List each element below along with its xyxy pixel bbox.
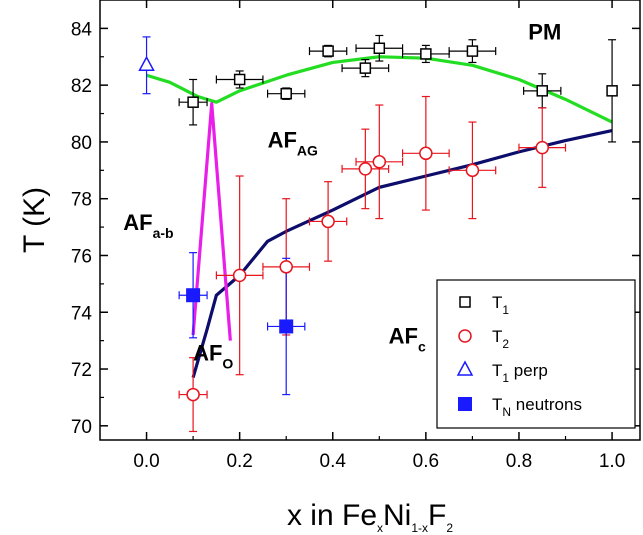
data-point-circle-open: [232, 268, 247, 283]
legend-marker-circle-open: [458, 329, 472, 343]
data-point-circle-open: [535, 140, 549, 155]
x-tick-label: 0.8: [506, 451, 532, 472]
region-label-sub: AG: [297, 143, 318, 159]
legend-label-main: T: [492, 327, 502, 346]
data-point-square-open: [359, 62, 372, 74]
region-label-main: AF: [389, 323, 418, 348]
x-tick-label: 0.4: [320, 451, 347, 472]
axes: 0.0 0.2 0.4 0.6 0.8 1.0 70 72 74 76 78 80 82 84 x in F…: [18, 0, 640, 535]
legend-label-sub: 2: [502, 337, 509, 351]
legend-label-main: T: [492, 361, 502, 380]
data-point-circle-open: [279, 260, 293, 274]
data-point-square-open: [420, 48, 432, 60]
x-tick-label: 1.0: [599, 451, 625, 472]
region-label-main: AF: [193, 341, 222, 366]
x-axis-title-part: x in Fe: [287, 499, 377, 532]
y-tick-label: 78: [71, 190, 92, 211]
legend-marker-square-filled: [458, 397, 472, 411]
legend-marker-square-open: [459, 296, 471, 308]
x-tick-label: 0.0: [133, 451, 159, 472]
y-tick-label: 84: [71, 19, 93, 40]
fit-curve: [191, 102, 232, 341]
y-tick-label: 82: [71, 76, 92, 97]
data-point-square-open: [280, 87, 292, 100]
plot-frame: [99, 0, 641, 441]
data-point-circle-open: [358, 162, 373, 176]
region-label: AFO: [193, 341, 233, 372]
legend-marker-triangle-open: [456, 360, 474, 376]
region-label-sub: a-b: [153, 225, 174, 241]
legend-label-main: T: [492, 395, 502, 414]
region-label-main: AF: [268, 128, 297, 153]
legend-label-rest: perp: [509, 361, 548, 380]
x-axis-title-sub: 1-x: [411, 521, 428, 535]
region-label-sub: O: [222, 356, 233, 372]
y-tick-label: 74: [71, 303, 93, 324]
x-axis-title-part: F: [428, 499, 446, 532]
region-label: AFc: [389, 323, 426, 354]
legend-label: TN neutrons: [492, 395, 582, 419]
data-point-circle-open: [186, 387, 200, 402]
data-point-square-open: [466, 45, 479, 57]
data-point-square-open: [606, 85, 618, 97]
legend-label-main: T: [492, 293, 502, 312]
fit-curve: [191, 129, 613, 378]
data-points: [138, 34, 618, 433]
data-point-square-open: [536, 85, 548, 97]
data-point-square-filled: [186, 288, 201, 303]
y-axis-title: T (K): [18, 187, 51, 253]
legend-label-sub: 1: [502, 303, 509, 317]
region-label-sub: c: [418, 338, 426, 354]
legend-label-rest: neutrons: [511, 395, 582, 414]
region-label: PM: [528, 20, 561, 45]
y-tick-label: 80: [71, 133, 92, 154]
x-axis-title-part: Ni: [383, 499, 411, 532]
data-point-circle-open: [419, 146, 433, 161]
x-axis-title-sub: x: [377, 521, 383, 535]
data-point-square-open: [373, 42, 386, 55]
y-tick-label: 72: [71, 360, 92, 381]
region-label-main: PM: [528, 20, 561, 45]
region-label: AFa-b: [123, 210, 173, 241]
data-point-circle-open: [465, 163, 480, 178]
x-tick-label: 0.6: [413, 451, 439, 472]
y-tick-label: 76: [71, 246, 92, 267]
legend-label: T1: [492, 293, 509, 317]
x-axis-title-sub: 2: [446, 521, 453, 535]
data-point-circle-open: [321, 214, 335, 229]
x-tick-label: 0.2: [226, 451, 252, 472]
legend-label: T2: [492, 327, 509, 351]
data-point-square-open: [187, 96, 199, 108]
y-tick-label: 70: [71, 417, 92, 438]
data-point-circle-open: [372, 155, 387, 169]
region-label-main: AF: [123, 210, 152, 235]
data-point-triangle-open: [138, 55, 155, 72]
legend-label-sub: 1: [502, 371, 509, 385]
legend-label: T1 perp: [492, 361, 548, 385]
data-point-square-filled: [279, 319, 294, 334]
x-axis-title: x in FexNi1-xF2: [287, 499, 453, 535]
data-point-square-open: [233, 73, 246, 86]
region-label: AFAG: [268, 128, 318, 159]
data-point-square-open: [322, 45, 334, 57]
legend-label-sub: N: [502, 405, 511, 419]
